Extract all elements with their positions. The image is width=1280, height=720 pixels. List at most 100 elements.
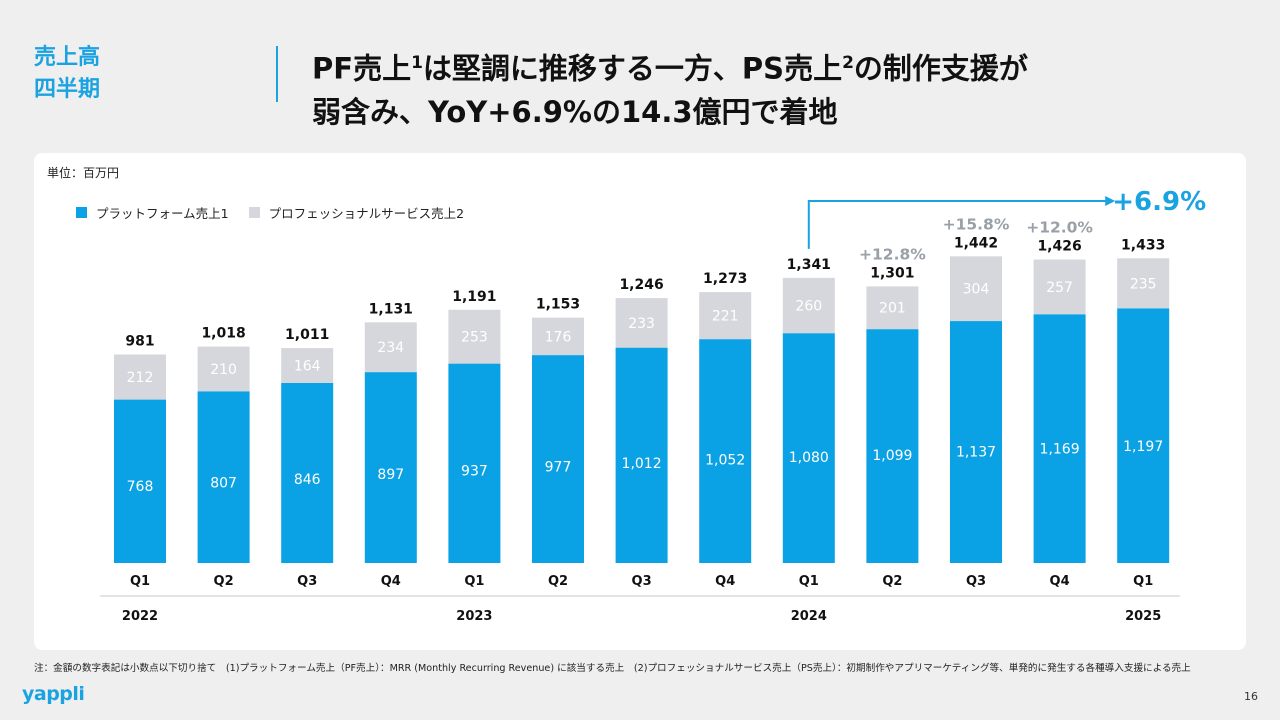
value-label-pf: 1,137	[956, 445, 996, 461]
value-label-ps: 212	[127, 370, 154, 386]
total-label: 1,011	[285, 327, 329, 343]
value-label-ps: 235	[1130, 276, 1157, 292]
x-tick-label: Q2	[548, 574, 568, 589]
bar-pf	[114, 399, 166, 563]
value-label-pf: 897	[377, 467, 404, 483]
unit-label: 単位：百万円	[47, 166, 120, 180]
bar-pf	[364, 372, 417, 563]
value-label-pf: 1,099	[872, 448, 912, 464]
value-label-pf: 1,169	[1040, 442, 1080, 458]
title-mid: は堅調に推移する一方、PS売上	[422, 51, 843, 86]
year-label: 2024	[791, 609, 827, 624]
growth-label: +12.0%	[1026, 219, 1093, 237]
value-label-ps: 234	[377, 340, 404, 356]
total-label: 1,426	[1037, 239, 1081, 255]
legend-label-ps: プロフェッショナルサービス売上2	[268, 206, 465, 221]
bar-pf	[281, 382, 334, 563]
value-label-pf: 1,052	[705, 452, 745, 468]
x-tick-label: Q1	[130, 574, 150, 589]
bar-ps	[364, 322, 417, 373]
section-tag-line2: 四半期	[34, 77, 101, 102]
total-label: 1,433	[1121, 237, 1165, 253]
legend-label-pf: プラットフォーム売上1	[96, 206, 229, 221]
x-tick-label: Q1	[464, 574, 484, 589]
x-tick-label: Q4	[381, 574, 401, 589]
page-number: 16	[1244, 690, 1258, 703]
value-label-ps: 260	[795, 299, 822, 315]
page-title-line1: PF売上1は堅調に推移する一方、PS売上2の制作支援が	[312, 42, 1028, 91]
bar-pf	[1117, 308, 1170, 563]
value-label-ps: 253	[461, 330, 488, 346]
total-label: 1,246	[619, 277, 663, 293]
bar-ps	[448, 309, 501, 364]
bar-pf	[615, 347, 668, 563]
value-label-ps: 176	[545, 329, 572, 345]
bar-ps	[699, 292, 752, 340]
value-label-pf: 846	[294, 472, 321, 488]
value-label-ps: 233	[628, 316, 655, 332]
total-label: 1,442	[954, 235, 998, 251]
legend-swatch-pf	[76, 207, 87, 218]
x-tick-label: Q2	[882, 574, 902, 589]
bar-ps	[532, 317, 584, 356]
total-label: 981	[125, 333, 154, 349]
bar-pf	[782, 333, 835, 563]
yoy-arrow-head	[1105, 196, 1116, 206]
bar-ps	[615, 298, 668, 348]
total-label: 1,301	[870, 265, 914, 281]
page-title: PF売上1は堅調に推移する一方、PS売上2の制作支援が 弱含み、YoY+6.9%…	[312, 42, 1028, 134]
section-tag: 売上高 四半期	[34, 42, 100, 106]
x-tick-label: Q1	[799, 574, 819, 589]
growth-label: +12.8%	[859, 245, 926, 263]
title-pf-sales: PF売上	[312, 51, 412, 86]
title-footnote-2: 2	[842, 53, 854, 73]
bar-pf	[1033, 314, 1086, 563]
total-label: 1,131	[369, 301, 413, 317]
bar-ps	[114, 354, 166, 400]
x-tick-label: Q2	[214, 574, 234, 589]
bar-pf	[197, 391, 250, 563]
bar-pf	[448, 363, 501, 563]
value-label-ps: 201	[879, 301, 906, 317]
value-label-ps: 221	[712, 309, 739, 325]
title-end: の制作支援が	[853, 51, 1028, 86]
section-tag-line1: 売上高	[34, 45, 101, 70]
value-label-ps: 164	[294, 359, 321, 375]
legend-item-ps: プロフェッショナルサービス売上2	[248, 203, 465, 222]
total-label: 1,341	[787, 257, 831, 273]
title-footnote-1: 1	[411, 53, 423, 73]
bar-pf	[532, 355, 584, 563]
value-label-pf: 1,080	[789, 450, 829, 466]
bar-ps	[1033, 259, 1086, 315]
bar-ps	[866, 286, 919, 330]
value-label-ps: 304	[963, 282, 990, 298]
year-label: 2022	[122, 609, 158, 624]
bar-pf	[699, 339, 752, 563]
x-tick-label: Q4	[715, 574, 735, 589]
legend-item-pf: プラットフォーム売上1	[76, 203, 229, 222]
legend-swatch-ps	[248, 207, 260, 218]
total-label: 1,153	[536, 297, 580, 313]
x-tick-label: Q3	[966, 574, 986, 589]
bar-ps	[950, 256, 1002, 322]
bar-pf	[866, 329, 919, 563]
total-label: 1,018	[201, 326, 245, 342]
chart-legend: プラットフォーム売上1 プロフェッショナルサービス売上2	[76, 203, 480, 222]
value-label-pf: 768	[127, 479, 154, 495]
year-label: 2025	[1125, 609, 1161, 624]
x-tick-label: Q4	[1050, 574, 1070, 589]
bar-ps	[281, 348, 334, 383]
bar-ps	[782, 277, 835, 334]
title-divider	[276, 46, 278, 102]
value-label-pf: 937	[461, 463, 488, 479]
year-label: 2023	[456, 609, 492, 624]
value-label-pf: 977	[545, 460, 572, 476]
page-title-line2: 弱含み、YoY+6.9%の14.3億円で着地	[312, 94, 838, 129]
yoy-growth-label: +6.9%	[1112, 187, 1206, 217]
x-tick-label: Q3	[632, 574, 652, 589]
total-label: 1,191	[452, 289, 496, 305]
value-label-ps: 210	[210, 362, 237, 378]
yoy-arrow-line	[807, 200, 1107, 249]
bar-ps	[1117, 258, 1170, 309]
